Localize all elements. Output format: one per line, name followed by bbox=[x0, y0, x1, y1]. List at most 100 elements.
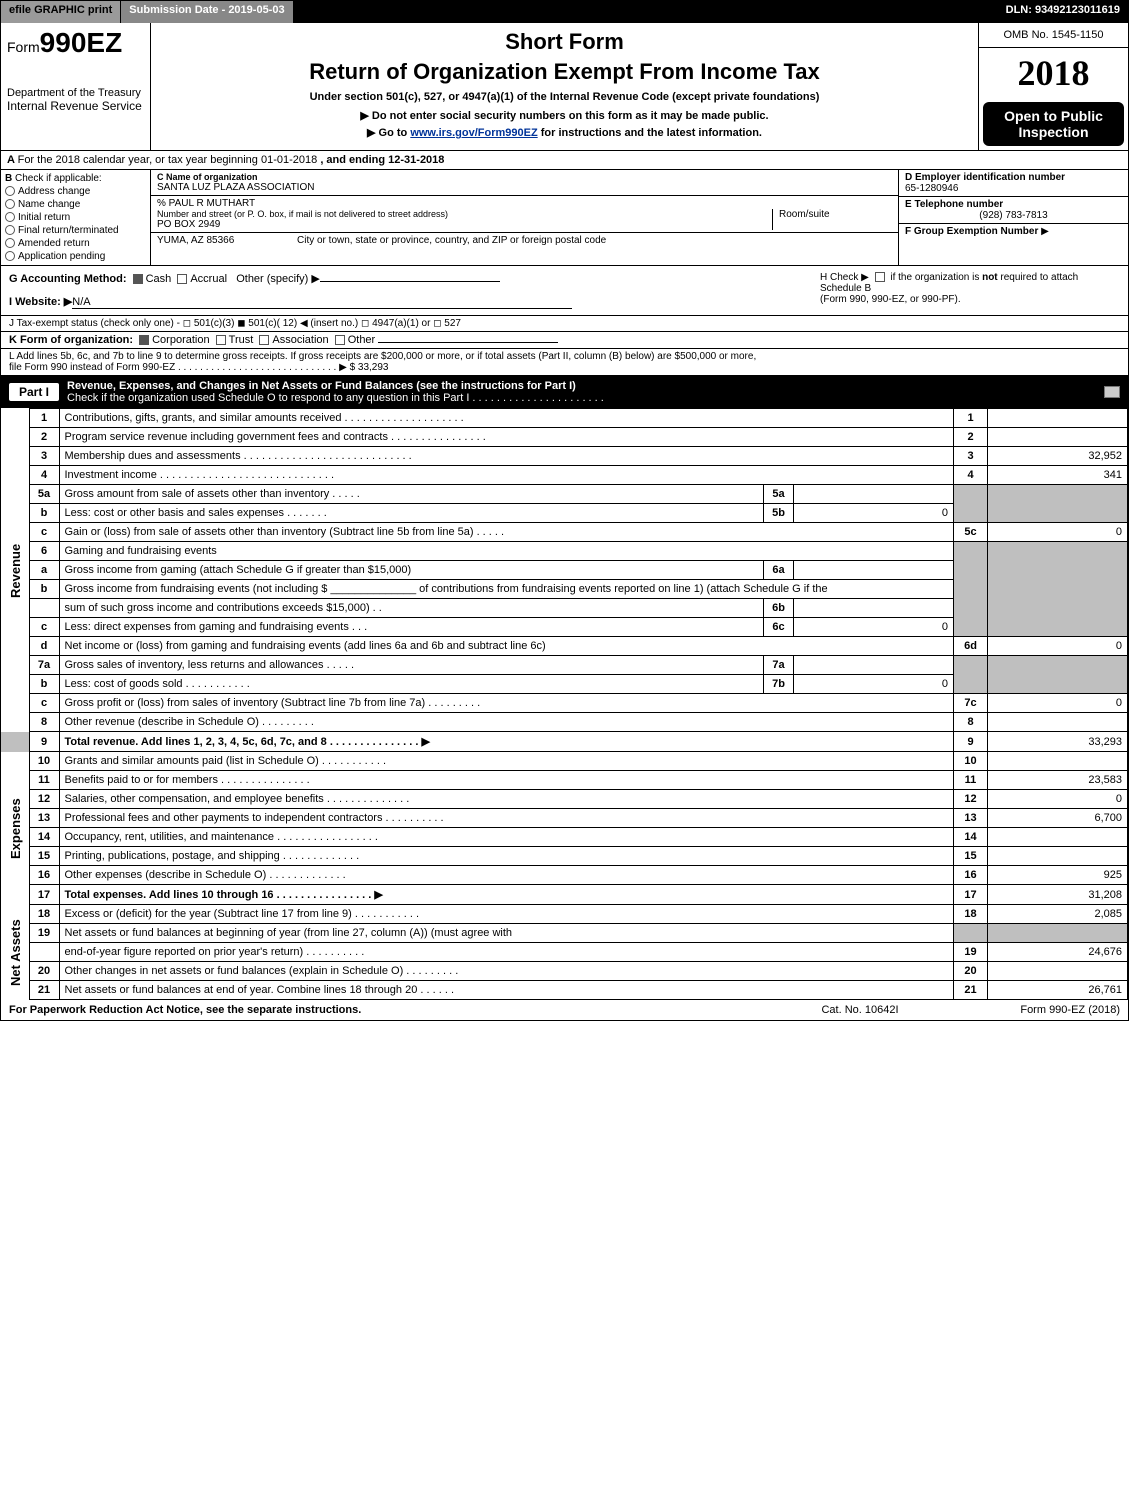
section-l: L Add lines 5b, 6c, and 7b to line 9 to … bbox=[1, 349, 1128, 376]
rrv: 2,085 bbox=[988, 905, 1128, 924]
mn: 6c bbox=[764, 618, 794, 637]
table-row: cGain or (loss) from sale of assets othe… bbox=[1, 523, 1128, 542]
rrv bbox=[988, 847, 1128, 866]
grey bbox=[954, 542, 988, 637]
rn: 16 bbox=[29, 866, 59, 885]
rd: Less: direct expenses from gaming and fu… bbox=[59, 618, 764, 637]
rd: Net assets or fund balances at end of ye… bbox=[59, 981, 954, 1000]
chk-address[interactable] bbox=[5, 186, 15, 196]
form-990ez-page: efile GRAPHIC print Submission Date - 20… bbox=[0, 0, 1129, 1021]
revenue-side: Revenue bbox=[1, 409, 29, 732]
chk-cash[interactable] bbox=[133, 274, 143, 284]
chk-kother[interactable] bbox=[335, 335, 345, 345]
chk-amended[interactable] bbox=[5, 238, 15, 248]
rrn: 16 bbox=[954, 866, 988, 885]
form-number: Form990EZ bbox=[7, 27, 144, 59]
chk-corp[interactable] bbox=[139, 335, 149, 345]
efile-print-button[interactable]: efile GRAPHIC print bbox=[1, 1, 121, 23]
chk-accrual[interactable] bbox=[177, 274, 187, 284]
rn: 20 bbox=[29, 962, 59, 981]
lbl-initial: Initial return bbox=[18, 212, 70, 223]
rn: 18 bbox=[29, 905, 59, 924]
rn: 21 bbox=[29, 981, 59, 1000]
rrv: 0 bbox=[988, 523, 1128, 542]
rd: Net assets or fund balances at beginning… bbox=[59, 924, 954, 943]
lbl-assoc: Association bbox=[272, 334, 328, 346]
street-val: PO BOX 2949 bbox=[157, 219, 772, 230]
rn: c bbox=[29, 694, 59, 713]
rd: Total revenue. Add lines 1, 2, 3, 4, 5c,… bbox=[59, 732, 954, 752]
grey bbox=[988, 656, 1128, 694]
table-row: 19Net assets or fund balances at beginni… bbox=[1, 924, 1128, 943]
rn: d bbox=[29, 637, 59, 656]
table-row: 9Total revenue. Add lines 1, 2, 3, 4, 5c… bbox=[1, 732, 1128, 752]
rd: Other expenses (describe in Schedule O) … bbox=[59, 866, 954, 885]
rrn: 17 bbox=[954, 885, 988, 905]
table-row: 7aGross sales of inventory, less returns… bbox=[1, 656, 1128, 675]
rd: Grants and similar amounts paid (list in… bbox=[59, 752, 954, 771]
table-row: 20Other changes in net assets or fund ba… bbox=[1, 962, 1128, 981]
rn: 14 bbox=[29, 828, 59, 847]
chk-assoc[interactable] bbox=[259, 335, 269, 345]
mv: 0 bbox=[794, 675, 954, 694]
rrv: 26,761 bbox=[988, 981, 1128, 1000]
rn: 19 bbox=[29, 924, 59, 943]
phone-val: (928) 783-7813 bbox=[905, 210, 1122, 221]
l-line2: file Form 990 instead of Form 990-EZ . .… bbox=[9, 362, 1120, 373]
rd: Investment income . . . . . . . . . . . … bbox=[59, 466, 954, 485]
f-arrow: ▶ bbox=[1041, 226, 1049, 237]
grey bbox=[954, 485, 988, 523]
rd: Less: cost of goods sold . . . . . . . .… bbox=[59, 675, 764, 694]
mn: 5b bbox=[764, 504, 794, 523]
chk-pending[interactable] bbox=[5, 251, 15, 261]
h-line2: (Form 990, 990-EZ, or 990-PF). bbox=[820, 294, 1120, 305]
table-row: dNet income or (loss) from gaming and fu… bbox=[1, 637, 1128, 656]
open-public-badge: Open to Public Inspection bbox=[983, 102, 1124, 146]
rd: Gaming and fundraising events bbox=[59, 542, 954, 561]
goto-post: for instructions and the latest informat… bbox=[538, 127, 762, 139]
chk-final[interactable] bbox=[5, 225, 15, 235]
website-val: N/A bbox=[72, 296, 572, 309]
rd: Gross amount from sale of assets other t… bbox=[59, 485, 764, 504]
return-title: Return of Organization Exempt From Incom… bbox=[161, 59, 968, 85]
expenses-side: Expenses bbox=[1, 752, 29, 905]
lbl-other: Other (specify) ▶ bbox=[236, 273, 320, 285]
chk-initial[interactable] bbox=[5, 212, 15, 222]
rn: 1 bbox=[29, 409, 59, 428]
grey bbox=[988, 542, 1128, 637]
k-other-field[interactable] bbox=[378, 342, 558, 343]
org-info: C Name of organization SANTA LUZ PLAZA A… bbox=[151, 170, 898, 265]
dln-label: DLN: 93492123011619 bbox=[998, 1, 1128, 23]
rrn: 13 bbox=[954, 809, 988, 828]
part1-header: Part I Revenue, Expenses, and Changes in… bbox=[1, 376, 1128, 408]
rrv bbox=[988, 962, 1128, 981]
chk-trust[interactable] bbox=[216, 335, 226, 345]
rn: c bbox=[29, 618, 59, 637]
irs-label: Internal Revenue Service bbox=[7, 99, 144, 113]
rrn: 4 bbox=[954, 466, 988, 485]
mn: 7b bbox=[764, 675, 794, 694]
care-of: % PAUL R MUTHART bbox=[157, 198, 892, 209]
table-row: Net Assets 18Excess or (deficit) for the… bbox=[1, 905, 1128, 924]
open-line2: Inspection bbox=[987, 124, 1120, 140]
rrn: 15 bbox=[954, 847, 988, 866]
grey bbox=[954, 656, 988, 694]
tax-year: 2018 bbox=[979, 48, 1128, 98]
rd: Net income or (loss) from gaming and fun… bbox=[59, 637, 954, 656]
other-field[interactable] bbox=[320, 281, 500, 282]
c-label: C Name of organization bbox=[157, 172, 892, 182]
mn: 5a bbox=[764, 485, 794, 504]
irs-link[interactable]: www.irs.gov/Form990EZ bbox=[410, 127, 537, 139]
part1-checkbox[interactable] bbox=[1104, 386, 1120, 398]
chk-name[interactable] bbox=[5, 199, 15, 209]
rd: Gross income from fundraising events (no… bbox=[59, 580, 954, 599]
rrv bbox=[988, 713, 1128, 732]
mv bbox=[794, 656, 954, 675]
rd: Membership dues and assessments . . . . … bbox=[59, 447, 954, 466]
goto-line: ▶ Go to www.irs.gov/Form990EZ for instru… bbox=[161, 126, 968, 139]
goto-pre: ▶ Go to bbox=[367, 127, 410, 139]
chk-h[interactable] bbox=[875, 272, 885, 282]
table-row: 12Salaries, other compensation, and empl… bbox=[1, 790, 1128, 809]
rn: 10 bbox=[29, 752, 59, 771]
lbl-address: Address change bbox=[18, 186, 90, 197]
